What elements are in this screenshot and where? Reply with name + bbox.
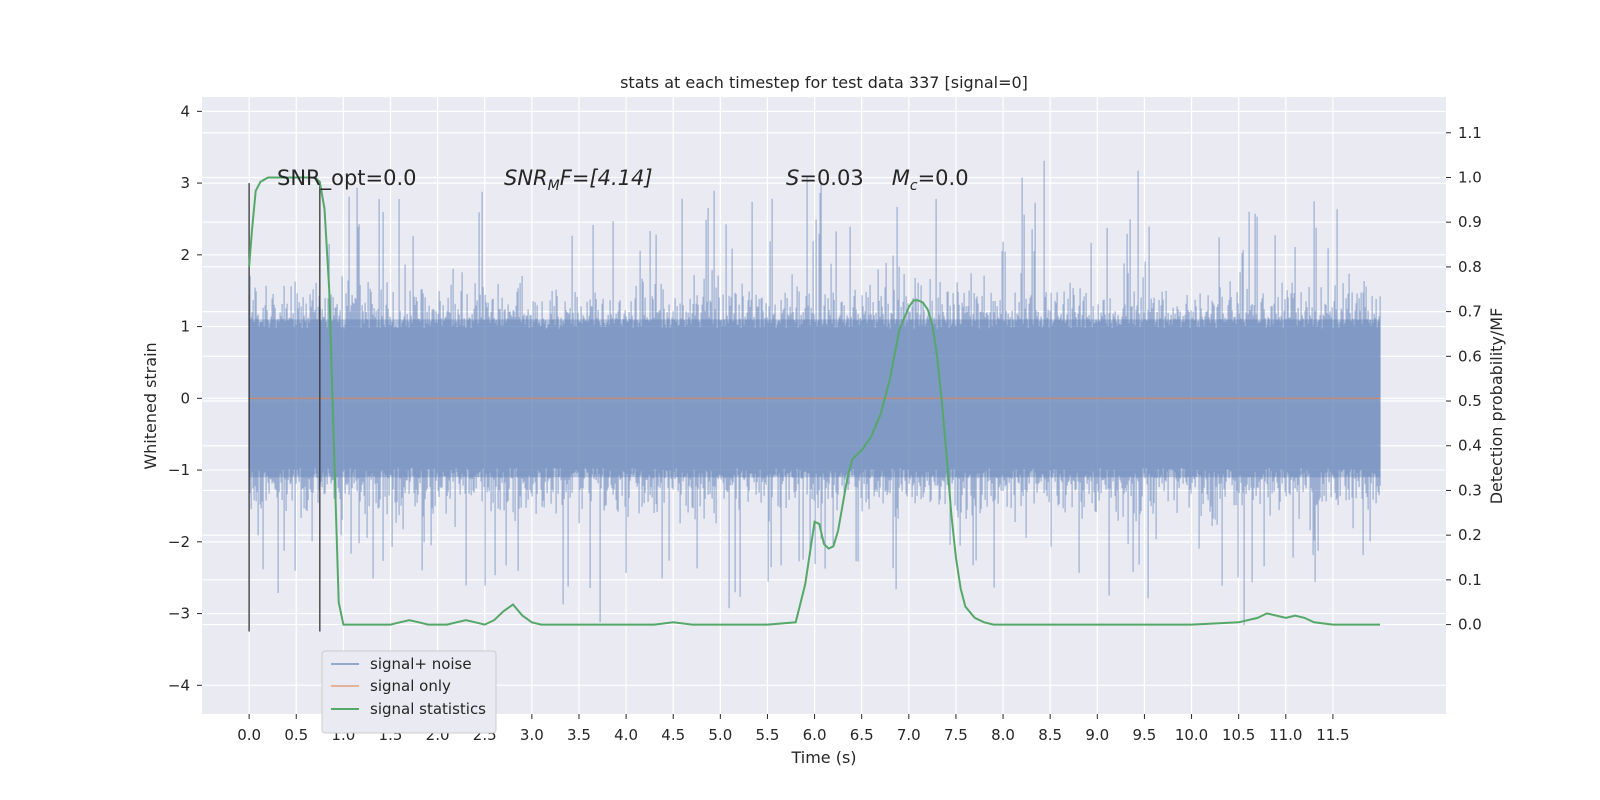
y-left-tick-label: 2	[180, 246, 190, 264]
series-signal-statistics	[248, 176, 1380, 626]
y-left-tick-label: −4	[168, 676, 190, 694]
x-tick-label: 0.5	[284, 726, 308, 744]
x-tick-label: 10.0	[1175, 726, 1208, 744]
y-left-tick-label: 1	[180, 318, 190, 336]
annotation-snr-opt-text: SNR_opt=0.0	[277, 166, 417, 191]
x-tick-label: 6.0	[803, 726, 827, 744]
x-tick-label: 9.0	[1085, 726, 1109, 744]
legend-label-signal-only: signal only	[370, 677, 451, 695]
y-right-tick-label: 0.3	[1458, 481, 1482, 499]
annotation-snr-mf-b-f: F=[4.14]	[560, 166, 653, 190]
y-left-tick-label: 4	[180, 102, 190, 120]
signal-statistics-line	[248, 176, 1380, 626]
x-tick-label: 0.0	[237, 726, 261, 744]
legend-label-signal-statistics: signal statistics	[370, 700, 486, 718]
x-tick-label: 4.0	[614, 726, 638, 744]
annotation-snr-mf-sub: M	[548, 178, 560, 194]
annotation-snr-mf: SNRMF=[4.14]	[504, 166, 653, 194]
y-axis-right-ticks: 1.1 1.0 0.9 0.8 0.7 0.6 0.5 0.4 0.3 0.2 0.1 0.0	[1446, 124, 1482, 634]
y-right-tick-label: 0.5	[1458, 392, 1482, 410]
x-tick-label: 11.0	[1269, 726, 1302, 744]
y-right-tick-label: 0.7	[1458, 303, 1482, 321]
legend-box	[321, 650, 497, 734]
x-tick-label: 8.5	[1038, 726, 1062, 744]
x-tick-label: 6.5	[850, 726, 874, 744]
annotation-mc-value: =0.0	[918, 166, 969, 190]
y-right-tick-label: 1.0	[1458, 168, 1482, 186]
x-tick-label: 7.5	[944, 726, 968, 744]
chart-title: stats at each timestep for test data 337…	[620, 73, 1028, 92]
annotation-snr-opt: SNR_opt=0.0	[277, 166, 417, 191]
y-axis-left-ticks: 4 3 2 1 0 −1 −2 −3 −4	[168, 102, 202, 694]
y-left-tick-label: −3	[168, 605, 190, 623]
y-right-tick-label: 0.9	[1458, 213, 1482, 231]
y-axis-left-label: Whitened strain	[141, 342, 160, 469]
y-right-tick-label: 0.6	[1458, 347, 1482, 365]
y-right-tick-label: 0.2	[1458, 526, 1482, 544]
x-tick-label: 3.0	[520, 726, 544, 744]
y-left-tick-label: 3	[180, 174, 190, 192]
annotation-s: S	[786, 166, 799, 190]
x-tick-label: 4.5	[661, 726, 685, 744]
annotation-s-mc: S=0.03 Mc=0.0	[786, 166, 969, 194]
annotation-s-value: =0.03	[799, 166, 883, 190]
y-right-tick-label: 1.1	[1458, 124, 1482, 142]
legend-label-signal-noise: signal+ noise	[370, 655, 472, 673]
y-left-tick-label: −1	[168, 461, 190, 479]
x-tick-label: 10.5	[1222, 726, 1255, 744]
x-tick-label: 5.0	[708, 726, 732, 744]
x-tick-label: 9.5	[1132, 726, 1156, 744]
x-axis-label: Time (s)	[790, 748, 856, 767]
x-tick-label: 5.5	[756, 726, 780, 744]
y-axis-right-label: Detection probability/MF	[1487, 308, 1506, 505]
x-tick-label: 7.0	[897, 726, 921, 744]
y-right-tick-label: 0.0	[1458, 616, 1482, 634]
legend: signal+ noise signal only signal statist…	[321, 650, 497, 734]
annotation-mc-sub: c	[910, 178, 918, 194]
y-left-tick-label: 0	[180, 389, 190, 407]
x-tick-label: 8.0	[991, 726, 1015, 744]
y-right-tick-label: 0.1	[1458, 571, 1482, 589]
y-right-tick-label: 0.4	[1458, 437, 1482, 455]
y-left-tick-label: −2	[168, 533, 190, 551]
y-right-tick-label: 0.8	[1458, 258, 1482, 276]
annotation-mc: M	[892, 166, 910, 190]
annotation-snr-mf-a: SNR	[504, 166, 548, 190]
x-tick-label: 3.5	[567, 726, 591, 744]
x-tick-label: 11.5	[1316, 726, 1349, 744]
